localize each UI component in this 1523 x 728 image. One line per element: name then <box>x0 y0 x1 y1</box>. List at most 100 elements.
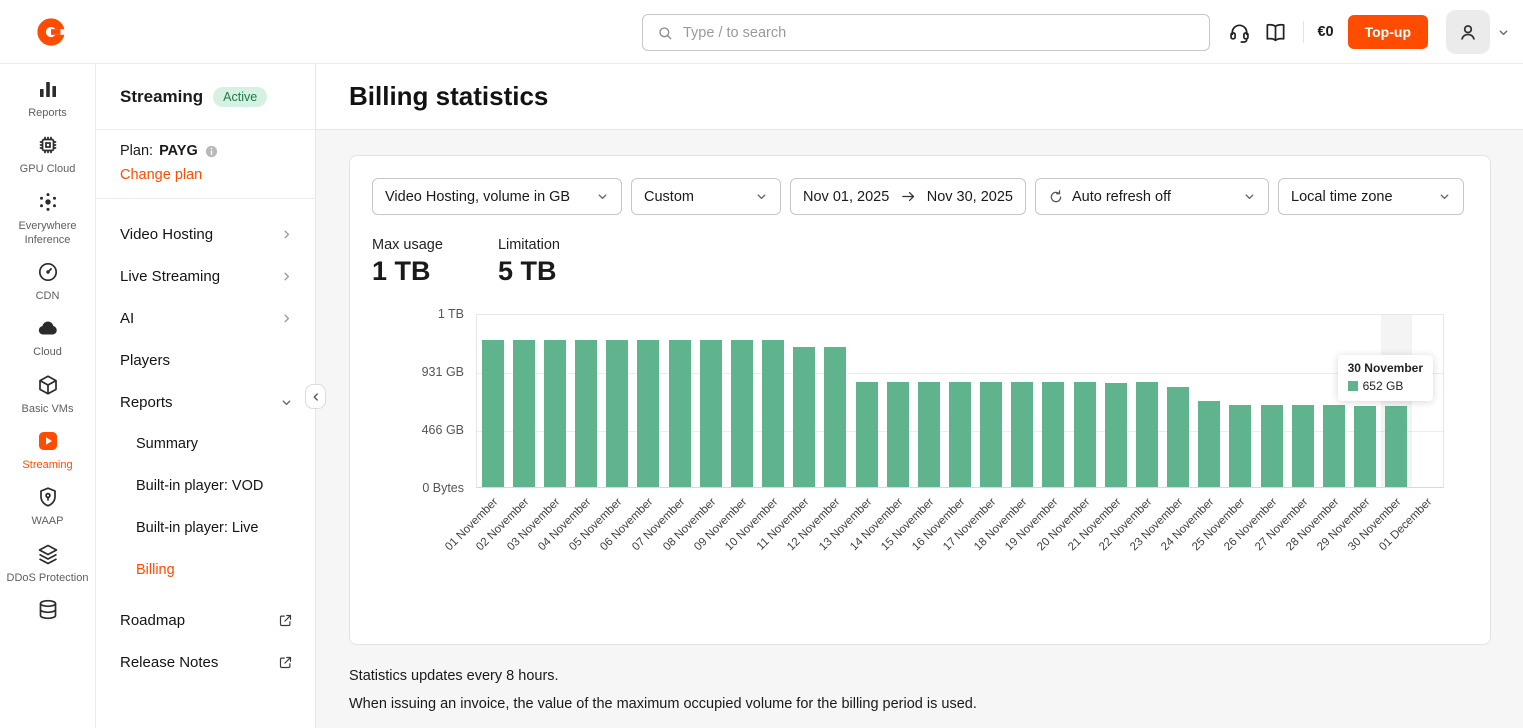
plan-label: Plan: <box>120 143 154 159</box>
bar-13-november[interactable] <box>855 382 878 487</box>
sidebar-item-built-in-player-live[interactable]: Built-in player: Live <box>96 507 315 549</box>
rail-item-reports[interactable]: Reports <box>0 77 95 120</box>
bar-06-november[interactable] <box>637 340 660 487</box>
sidebar-item-roadmap[interactable]: Roadmap <box>96 599 315 641</box>
search-icon <box>657 25 673 41</box>
external-link-icon <box>278 613 293 628</box>
date-range-picker[interactable]: Nov 01, 2025 Nov 30, 2025 <box>790 178 1026 215</box>
rail-item-waap[interactable]: WAAP <box>0 485 95 528</box>
support-button[interactable] <box>1224 17 1254 47</box>
rail-item-more[interactable] <box>0 598 95 622</box>
filter-bar: Video Hosting, volume in GB Custom Nov 0… <box>372 178 1468 215</box>
topbar-divider <box>1303 21 1305 43</box>
bar-11-november[interactable] <box>793 347 816 487</box>
search-input[interactable] <box>683 24 1195 41</box>
bar-15-november[interactable] <box>917 382 940 487</box>
date-to-value: Nov 30, 2025 <box>926 188 1013 205</box>
sidebar-item-billing[interactable]: Billing <box>96 549 315 591</box>
bar-14-november[interactable] <box>886 382 909 487</box>
bar-04-november[interactable] <box>575 340 598 487</box>
sidebar-item-players[interactable]: Players <box>96 339 315 381</box>
chart-plot-area[interactable]: 30 November 652 GB <box>476 314 1444 488</box>
bar-29-november[interactable] <box>1354 406 1377 487</box>
info-icon[interactable] <box>204 144 219 159</box>
chevron-right-icon <box>280 312 293 325</box>
global-search[interactable] <box>642 14 1210 51</box>
sidebar-collapse-button[interactable] <box>305 384 326 409</box>
bar-12-november[interactable] <box>824 347 847 487</box>
tooltip-date: 30 November <box>1347 361 1423 375</box>
bar-24-november[interactable] <box>1198 401 1221 487</box>
max-usage-value: 1 TB <box>372 256 431 286</box>
bar-02-november[interactable] <box>512 340 535 487</box>
rail-item-cdn[interactable]: CDN <box>0 260 95 303</box>
max-usage-stat: Max usage 1 TB <box>372 237 443 287</box>
bar-28-november[interactable] <box>1322 405 1345 487</box>
cdn-icon <box>36 260 60 284</box>
timezone-select[interactable]: Local time zone <box>1278 178 1464 215</box>
sidebar-item-video-hosting[interactable]: Video Hosting <box>96 213 315 255</box>
rail-item-basic-vms[interactable]: Basic VMs <box>0 373 95 416</box>
book-icon <box>1264 21 1287 44</box>
billing-card: Video Hosting, volume in GB Custom Nov 0… <box>349 155 1491 645</box>
bar-05-november[interactable] <box>606 340 629 487</box>
timezone-value: Local time zone <box>1291 188 1393 205</box>
auto-refresh-select[interactable]: Auto refresh off <box>1035 178 1269 215</box>
rail-item-label: Cloud <box>33 346 62 359</box>
account-menu-toggle[interactable] <box>1497 26 1510 39</box>
chart-tooltip: 30 November 652 GB <box>1337 355 1433 401</box>
rail-item-everywhere-inference[interactable]: Everywhere Inference <box>0 190 95 248</box>
page-header: Billing statistics <box>316 64 1523 130</box>
bar-01-november[interactable] <box>481 340 504 487</box>
rail-item-cloud[interactable]: Cloud <box>0 316 95 359</box>
bar-20-november[interactable] <box>1073 382 1096 487</box>
bar-23-november[interactable] <box>1167 387 1190 487</box>
avatar[interactable] <box>1446 10 1490 54</box>
change-plan-link[interactable]: Change plan <box>120 167 203 183</box>
sidebar-item-label: Built-in player: Live <box>136 520 259 536</box>
range-preset-select[interactable]: Custom <box>631 178 781 215</box>
bar-18-november[interactable] <box>1011 382 1034 487</box>
sidebar-item-summary[interactable]: Summary <box>96 423 315 465</box>
docs-button[interactable] <box>1260 17 1290 47</box>
gcore-logo-icon[interactable] <box>36 17 66 47</box>
sidebar-item-live-streaming[interactable]: Live Streaming <box>96 255 315 297</box>
chevron-down-icon <box>280 396 293 409</box>
bar-08-november[interactable] <box>699 340 722 487</box>
sidebar-item-release-notes[interactable]: Release Notes <box>96 641 315 683</box>
main-content: Billing statistics Video Hosting, volume… <box>316 64 1523 728</box>
rail-item-gpu-cloud[interactable]: GPU Cloud <box>0 133 95 176</box>
tooltip-value: 652 GB <box>1362 379 1404 393</box>
bar-27-november[interactable] <box>1291 405 1314 487</box>
bar-22-november[interactable] <box>1135 382 1158 487</box>
bar-21-november[interactable] <box>1104 383 1127 487</box>
bar-19-november[interactable] <box>1042 382 1065 487</box>
bar-03-november[interactable] <box>543 340 566 487</box>
note-line: Statistics updates every 8 hours. <box>349 668 559 684</box>
bar-26-november[interactable] <box>1260 405 1283 487</box>
chip-icon <box>36 133 60 157</box>
rail-item-ddos-protection[interactable]: DDoS Protection <box>0 542 95 585</box>
layers-icon <box>36 542 60 566</box>
sidebar-item-built-in-player-vod[interactable]: Built-in player: VOD <box>96 465 315 507</box>
metric-select[interactable]: Video Hosting, volume in GB <box>372 178 622 215</box>
bar-10-november[interactable] <box>762 340 785 487</box>
sidebar-item-label: Roadmap <box>120 611 186 629</box>
rail-item-label: Streaming <box>22 459 73 472</box>
sidebar-item-ai[interactable]: AI <box>96 297 315 339</box>
top-up-button[interactable]: Top-up <box>1347 15 1428 49</box>
bar-30-november[interactable] <box>1385 406 1408 487</box>
bar-17-november[interactable] <box>980 382 1003 487</box>
bar-09-november[interactable] <box>730 340 753 487</box>
bar-07-november[interactable] <box>668 340 691 487</box>
footer-notes: Statistics updates every 8 hours. When i… <box>349 662 1490 718</box>
plan-block: Plan: PAYG Change plan <box>96 130 315 199</box>
status-badge: Active <box>213 86 268 107</box>
bar-25-november[interactable] <box>1229 405 1252 487</box>
sidebar-item-reports[interactable]: Reports <box>96 381 315 423</box>
rail-item-streaming[interactable]: Streaming <box>0 429 95 472</box>
database-icon <box>36 598 60 622</box>
chevron-down-icon <box>755 190 768 203</box>
bar-16-november[interactable] <box>949 382 971 487</box>
arrow-right-icon <box>900 188 917 205</box>
